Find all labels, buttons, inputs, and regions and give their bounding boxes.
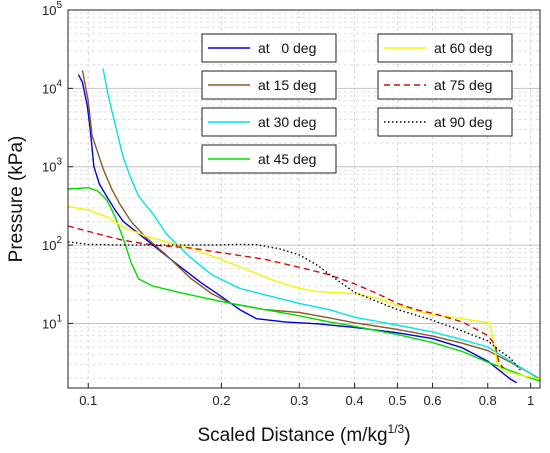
y-tick-label: 102	[42, 235, 62, 253]
legend-entry-box	[377, 70, 513, 100]
y-tick-label-base: 10	[42, 238, 56, 253]
y-tick-label-exponent: 4	[56, 78, 62, 89]
x-tick-label: 0.2	[212, 393, 230, 408]
y-tick-label-exponent: 2	[56, 235, 62, 246]
series-line	[67, 205, 541, 380]
x-axis-label-close: )	[404, 425, 410, 446]
y-tick-label: 103	[42, 157, 62, 175]
series-line	[67, 187, 541, 382]
series-line	[102, 68, 541, 381]
x-axis-label-main: Scaled Distance (m/kg	[197, 425, 387, 446]
y-tick-label-base: 10	[42, 160, 56, 175]
y-tick-label-base: 10	[42, 3, 56, 18]
y-tick-label-base: 10	[42, 316, 56, 331]
y-tick-label-exponent: 3	[56, 157, 62, 168]
legend-label: at 75 deg	[434, 77, 492, 93]
legend-label: at 45 deg	[258, 151, 316, 167]
series-line	[67, 225, 505, 369]
y-tick-label-exponent: 1	[56, 313, 62, 324]
series-line	[81, 70, 541, 380]
y-tick-label-exponent: 5	[56, 0, 62, 11]
x-axis-ticks: 0.1 0.2 0.3 0.4 0.5 0.6 0.8 1	[79, 383, 534, 408]
x-tick-label: 0.6	[423, 393, 441, 408]
legend: at 0 deg at 15 deg at 30 deg at 45 deg at 60…	[201, 33, 513, 174]
series-lines	[67, 68, 541, 384]
y-tick-label: 105	[42, 0, 62, 18]
legend-label: at 30 deg	[258, 114, 316, 130]
x-tick-label: 0.8	[479, 393, 497, 408]
y-tick-label-base: 10	[42, 81, 56, 96]
legend-entry-box	[201, 33, 337, 63]
legend-label: at 60 deg	[434, 40, 492, 56]
x-tick-label: 0.1	[79, 393, 97, 408]
x-tick-label: 0.5	[388, 393, 406, 408]
x-axis-label: Scaled Distance (m/kg1/3)	[197, 422, 410, 446]
legend-label: at 90 deg	[434, 114, 492, 130]
series-line	[67, 241, 522, 372]
series-line	[77, 74, 518, 384]
legend-label: at 15 deg	[258, 77, 316, 93]
x-tick-label: 0.4	[346, 393, 364, 408]
legend-label: at 0 deg	[258, 40, 316, 56]
plot-frame	[67, 9, 541, 389]
legend-entry-box	[201, 70, 337, 100]
y-axis-label: Pressure (kPa)	[6, 136, 27, 263]
y-tick-label: 104	[42, 78, 62, 96]
x-axis-label-exponent: 1/3	[388, 422, 405, 436]
y-tick-label: 101	[42, 313, 62, 331]
x-tick-label: 1	[527, 393, 534, 408]
x-tick-label: 0.3	[290, 393, 308, 408]
